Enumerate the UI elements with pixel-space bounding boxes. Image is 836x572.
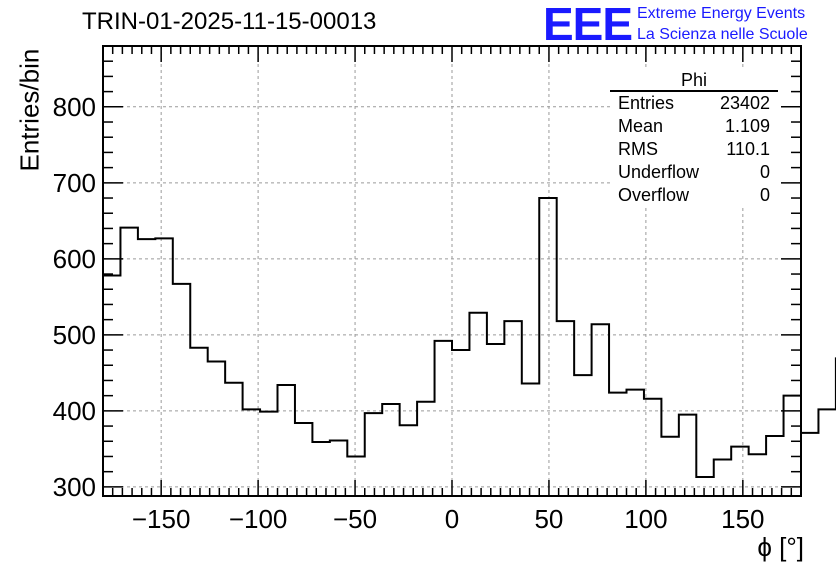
y-tick-label: 700 xyxy=(53,168,96,198)
stats-row-mean: Mean 1.109 xyxy=(610,115,778,138)
histogram-bar xyxy=(749,454,766,496)
eee-branding-text: Extreme Energy Events La Scienza nelle S… xyxy=(637,3,808,45)
histogram-bar xyxy=(469,313,486,496)
x-tick-label: 150 xyxy=(721,504,764,534)
histogram-bar xyxy=(173,284,190,496)
histogram-bar xyxy=(208,361,225,496)
chart-title: TRIN-01-2025-11-15-00013 xyxy=(82,8,377,35)
stats-label: Overflow xyxy=(618,185,690,205)
x-tick-label: 50 xyxy=(534,504,563,534)
histogram-outline xyxy=(103,197,836,478)
histogram-bar xyxy=(504,321,521,496)
stats-value: 0 xyxy=(759,162,770,182)
stats-row-overflow: Overflow 0 xyxy=(610,184,778,207)
histogram-bar xyxy=(382,404,399,496)
x-tick-label: −100 xyxy=(229,504,288,534)
histogram-bar xyxy=(557,321,574,496)
x-tick-label: 0 xyxy=(445,504,459,534)
eee-logo: EEE xyxy=(543,0,633,50)
stats-value: 1.109 xyxy=(724,116,770,136)
histogram-bar xyxy=(278,385,295,496)
x-tick-labels: −150 −100 −50 0 50 100 150 xyxy=(132,504,765,534)
histogram-bar xyxy=(138,239,155,496)
stats-value: 110.1 xyxy=(726,139,770,159)
stats-label: RMS xyxy=(618,139,658,159)
histogram-bar xyxy=(417,402,434,496)
histogram-bar xyxy=(487,344,504,496)
histogram-bar xyxy=(609,393,626,496)
histogram-bar xyxy=(801,433,818,496)
histogram-bar xyxy=(661,437,678,496)
histogram-bar xyxy=(400,425,417,496)
histogram-bar xyxy=(714,460,731,496)
stats-box: Phi Entries 23402 Mean 1.109 RMS 110.1 U… xyxy=(610,70,778,207)
branding-line-1: Extreme Energy Events xyxy=(637,5,806,22)
stats-row-rms: RMS 110.1 xyxy=(610,138,778,161)
histogram-bar xyxy=(312,442,329,496)
x-tick-label: −150 xyxy=(132,504,191,534)
histogram-bar xyxy=(766,436,783,496)
histogram-bar xyxy=(295,423,312,496)
histogram-bar xyxy=(679,415,696,496)
axis-ticks xyxy=(103,46,801,496)
stats-label: Entries xyxy=(618,93,675,113)
histogram-bar xyxy=(365,413,382,496)
histogram-bar xyxy=(818,409,835,496)
stats-value: 0 xyxy=(759,185,770,205)
stats-label: Mean xyxy=(618,116,664,136)
x-tick-label: −50 xyxy=(333,504,377,534)
stats-row-underflow: Underflow 0 xyxy=(610,161,778,184)
histogram-bar xyxy=(627,390,644,496)
histogram-bar xyxy=(103,276,120,496)
histogram-bar xyxy=(435,341,452,496)
histogram-bar xyxy=(539,198,556,496)
histogram-bar xyxy=(574,375,591,496)
histogram-bars xyxy=(103,197,836,497)
histogram-bar xyxy=(190,348,207,496)
branding-line-2: La Scienza nelle Scuole xyxy=(637,26,808,43)
histogram-bar xyxy=(225,383,242,496)
y-tick-label: 800 xyxy=(53,92,96,122)
histogram-bar xyxy=(452,350,469,496)
histogram-bar xyxy=(330,441,347,496)
histogram-bar xyxy=(260,412,277,496)
histogram-bar xyxy=(120,228,137,496)
y-tick-label: 600 xyxy=(53,244,96,274)
stats-row-entries: Entries 23402 xyxy=(610,92,778,115)
y-tick-label: 400 xyxy=(53,396,96,426)
histogram-bar xyxy=(155,238,172,496)
stats-title: Phi xyxy=(610,70,778,92)
y-tick-label: 500 xyxy=(53,320,96,350)
stats-value: 23402 xyxy=(719,93,770,113)
stats-label: Underflow xyxy=(618,162,700,182)
x-tick-label: 100 xyxy=(624,504,667,534)
y-tick-label: 300 xyxy=(53,472,96,502)
histogram-bar xyxy=(347,456,364,496)
x-axis-label: ϕ [°] xyxy=(757,532,804,562)
y-axis-label: Entries/bin xyxy=(14,48,45,172)
y-tick-labels: 300 400 500 600 700 800 xyxy=(53,92,96,502)
histogram-bar xyxy=(522,384,539,497)
histogram-bar xyxy=(592,324,609,496)
